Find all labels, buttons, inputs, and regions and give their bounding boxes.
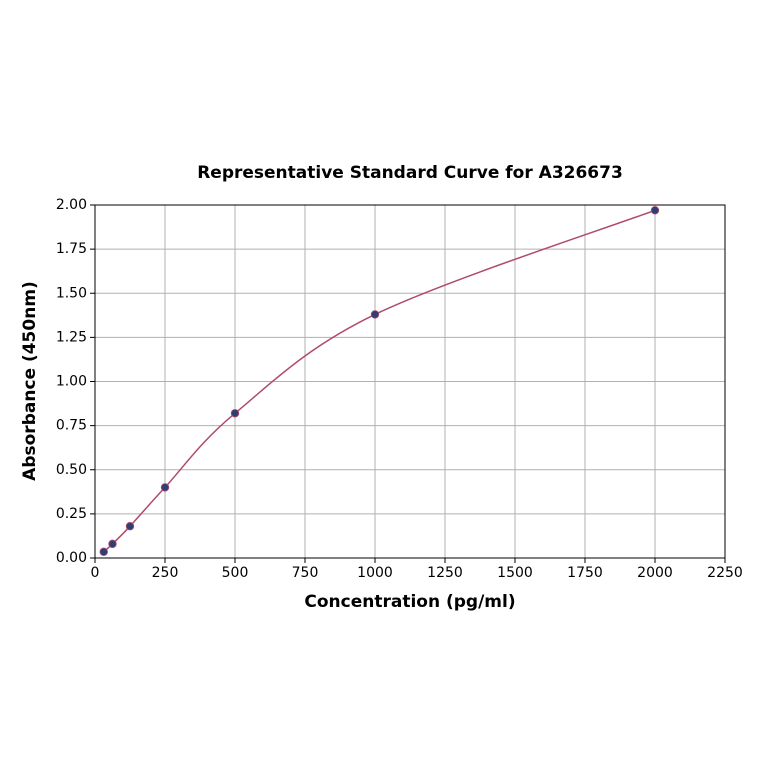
y-tick-label: 0.25 xyxy=(56,506,87,522)
fit-curve xyxy=(103,209,656,553)
y-tick-label: 0.00 xyxy=(56,550,87,566)
y-tick-label: 0.50 xyxy=(56,462,87,478)
y-tick-label: 2.00 xyxy=(56,197,87,213)
data-point xyxy=(108,539,117,549)
x-tick-label: 2000 xyxy=(637,565,673,581)
x-tick-label: 2250 xyxy=(707,565,743,581)
data-point xyxy=(99,547,108,557)
x-tick-label: 750 xyxy=(292,565,319,581)
data-point xyxy=(160,483,170,492)
data-point xyxy=(125,522,135,531)
x-axis-label: Concentration (pg/ml) xyxy=(304,592,515,612)
data-point xyxy=(650,206,660,215)
data-point xyxy=(230,409,240,418)
x-tick-label: 500 xyxy=(222,565,249,581)
x-tick-label: 0 xyxy=(91,565,100,581)
x-tick-label: 1000 xyxy=(357,565,393,581)
x-tick-label: 1500 xyxy=(497,565,533,581)
y-tick-label: 1.75 xyxy=(56,241,87,257)
y-tick-label: 1.25 xyxy=(56,329,87,345)
x-tick-label: 1750 xyxy=(567,565,603,581)
y-tick-label: 1.00 xyxy=(56,374,87,390)
data-point xyxy=(370,310,380,319)
x-tick-label: 1250 xyxy=(427,565,463,581)
y-tick-label: 0.75 xyxy=(56,418,87,434)
y-axis-label: Absorbance (450nm) xyxy=(20,281,40,481)
y-tick-label: 1.50 xyxy=(56,285,87,301)
plot-frame xyxy=(94,204,726,559)
chart-title: Representative Standard Curve for A32667… xyxy=(197,163,623,183)
x-tick-label: 250 xyxy=(152,565,179,581)
